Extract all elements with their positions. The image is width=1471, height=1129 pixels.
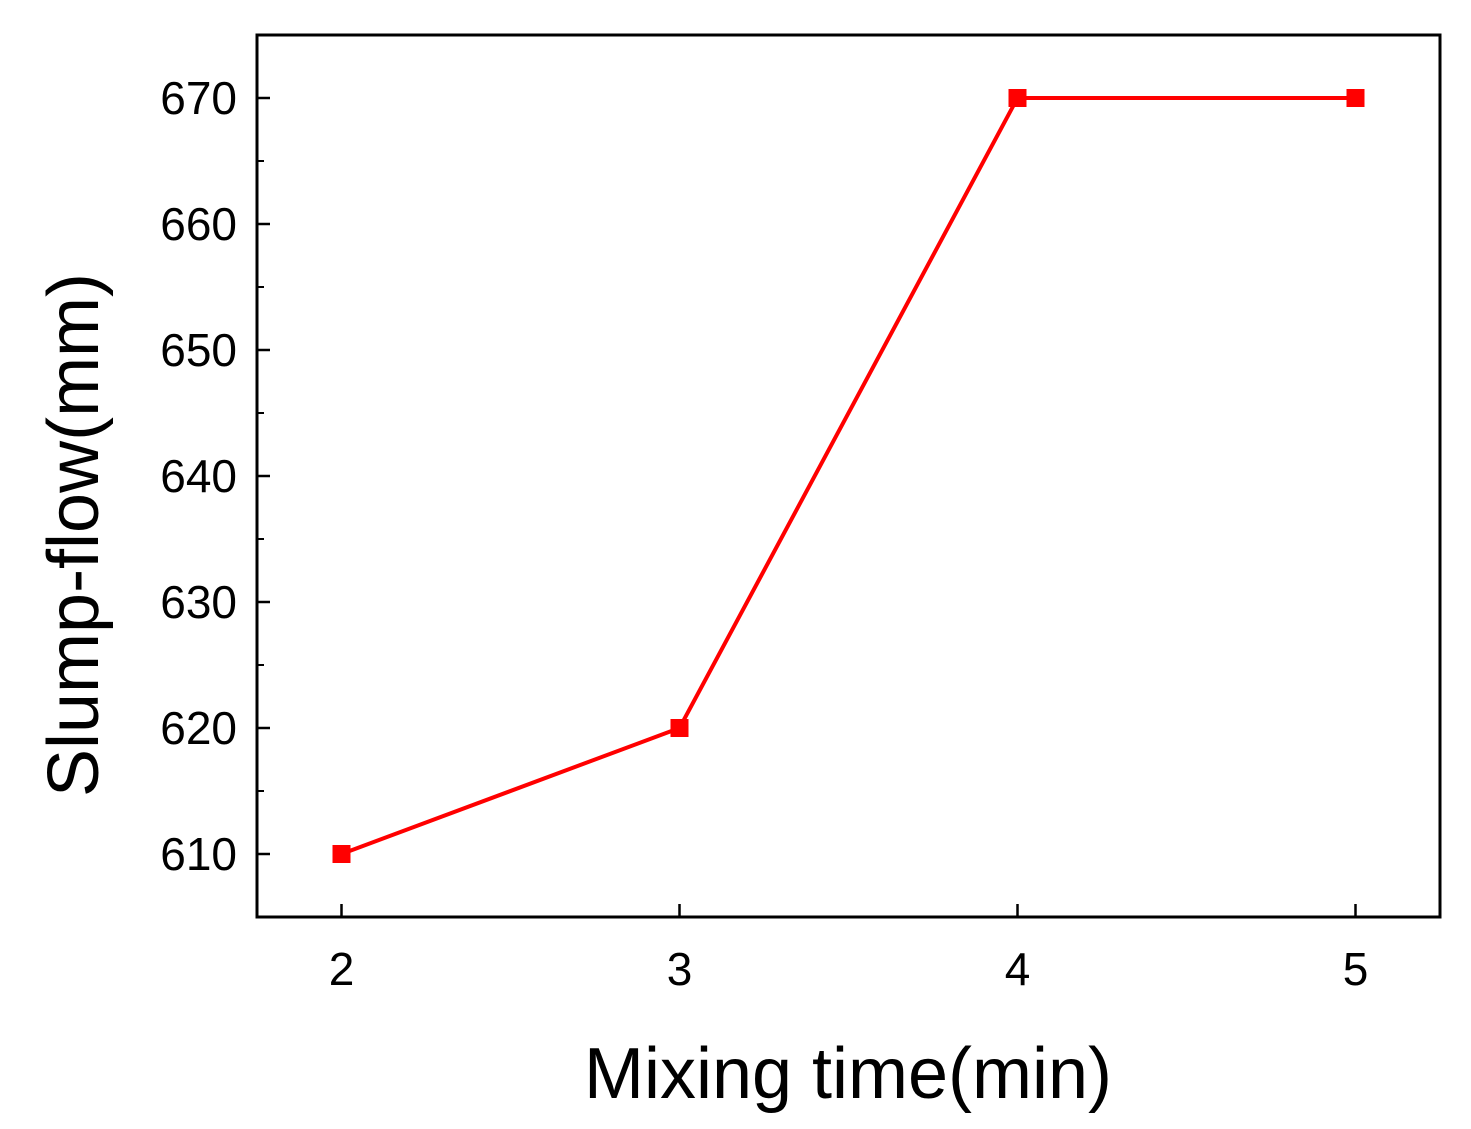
y-tick-label: 650 — [160, 324, 237, 376]
y-tick-label: 620 — [160, 702, 237, 754]
plot-frame — [255, 33, 1442, 919]
x-tick-label: 5 — [1343, 943, 1369, 995]
data-point — [1008, 89, 1027, 107]
y-tick-label: 670 — [160, 72, 237, 124]
x-axis-label: Mixing time(min) — [584, 1034, 1112, 1114]
y-tick-label: 610 — [160, 828, 237, 880]
y-tick-label: 660 — [160, 198, 237, 250]
data-point — [332, 845, 351, 863]
y-axis-label: Slump-flow(mm) — [34, 273, 114, 797]
x-tick-label: 3 — [667, 943, 693, 995]
series-line — [340, 96, 1356, 856]
x-tick-label: 2 — [329, 943, 355, 995]
y-axis-ticks: 610 620 630 640 650 660 670 — [160, 34, 270, 918]
x-axis-ticks: 2 3 4 5 — [329, 904, 1369, 995]
data-point — [1346, 89, 1365, 107]
y-tick-label: 640 — [160, 450, 237, 502]
series-layer — [332, 89, 1365, 863]
data-point — [670, 719, 689, 737]
x-tick-label: 4 — [1005, 943, 1031, 995]
y-tick-label: 630 — [160, 576, 237, 628]
